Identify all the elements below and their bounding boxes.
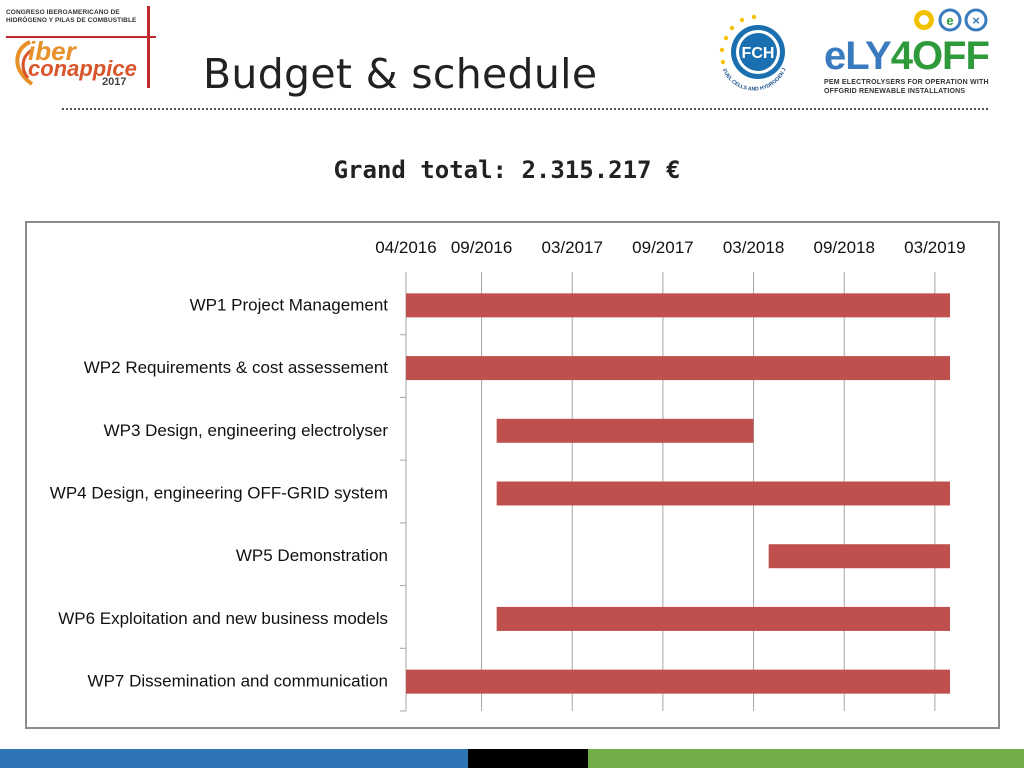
brand-off: OFF [911, 34, 990, 78]
brand-conappice: conappice [28, 56, 137, 81]
x-tick-label: 03/2018 [723, 238, 784, 257]
ely-tagline-line1: PEM ELECTROLYSERS FOR OPERATION WITH [824, 79, 989, 86]
gantt-bar [406, 669, 950, 694]
x-tick-label: 03/2019 [904, 238, 965, 257]
brand-iber: iber [28, 36, 76, 66]
task-label: WP7 Dissemination and communication [88, 672, 388, 691]
svg-text:e: e [946, 13, 953, 28]
task-label: WP3 Design, engineering electrolyser [104, 421, 389, 440]
fch-logo-text: FCH [742, 45, 775, 62]
fch-logo: FCH FUEL CELLS AND HYDROGEN JOINT UNDERT… [704, 8, 788, 93]
gantt-bar [496, 481, 950, 506]
gantt-chart: 04/2016 09/2016 03/2017 09/2017 03/2018 09/20… [25, 221, 1000, 729]
task-label: WP5 Demonstration [236, 546, 388, 565]
brand-ely: eLY [824, 34, 892, 78]
footer-blue-segment [0, 749, 468, 768]
gantt-bar [406, 356, 950, 381]
grand-total: Grand total: 2.315.217 € [333, 156, 681, 184]
x-tick-label: 09/2017 [632, 238, 693, 257]
x-tick-label: 03/2017 [541, 238, 602, 257]
footer-bar [0, 749, 1024, 768]
brand-4: 4 [890, 34, 913, 78]
swirl-icon [15, 40, 34, 86]
task-label: WP2 Requirements & cost assessement [84, 358, 389, 377]
x-tick-label: 09/2018 [813, 238, 874, 257]
congress-line1: CONGRESO IBEROAMERICANO DE [6, 9, 120, 16]
task-label: WP6 Exploitation and new business models [58, 609, 388, 628]
ely4off-wordmark: eLY4OFF [824, 34, 990, 78]
x-tick-label: 09/2016 [451, 238, 512, 257]
svg-text:×: × [972, 13, 980, 28]
brand-year: 2017 [102, 76, 127, 88]
gantt-bar [496, 418, 754, 443]
task-label: WP4 Design, engineering OFF-GRID system [50, 484, 388, 503]
gantt-bar [496, 606, 950, 631]
footer-green-segment [588, 749, 1024, 768]
ely4off-tagline: PEM ELECTROLYSERS FOR OPERATION WITH OFF… [824, 78, 989, 96]
footer-black-segment [468, 749, 588, 768]
iberconappice-logo: CONGRESO IBEROAMERICANO DE HIDRÓGENO Y P… [6, 6, 156, 88]
ely-tagline-line2: OFFGRID RENEWABLE INSTALLATIONS [824, 88, 966, 95]
task-label: WP1 Project Management [190, 295, 389, 314]
ely4off-logo: e × eLY4OFF PEM ELECTROLYSERS FOR OPERAT… [818, 6, 1018, 102]
page-title: Budget & schedule [203, 50, 598, 98]
header-divider [62, 108, 988, 110]
congress-line2: HIDRÓGENO Y PILAS DE COMBUSTIBLE [6, 16, 137, 24]
logo-cross-vertical [147, 6, 150, 88]
ely4off-circles-icon: e × [914, 8, 988, 32]
gantt-bar [768, 544, 950, 569]
gantt-bar [406, 293, 950, 318]
x-tick-label: 04/2016 [375, 238, 436, 257]
gantt-chart-svg: 04/2016 09/2016 03/2017 09/2017 03/2018 09/20… [50, 238, 966, 712]
eu-stars-icon [719, 14, 757, 65]
logo-cross-horizontal [6, 36, 156, 38]
congress-logo-text: CONGRESO IBEROAMERICANO DE HIDRÓGENO Y P… [6, 9, 146, 24]
